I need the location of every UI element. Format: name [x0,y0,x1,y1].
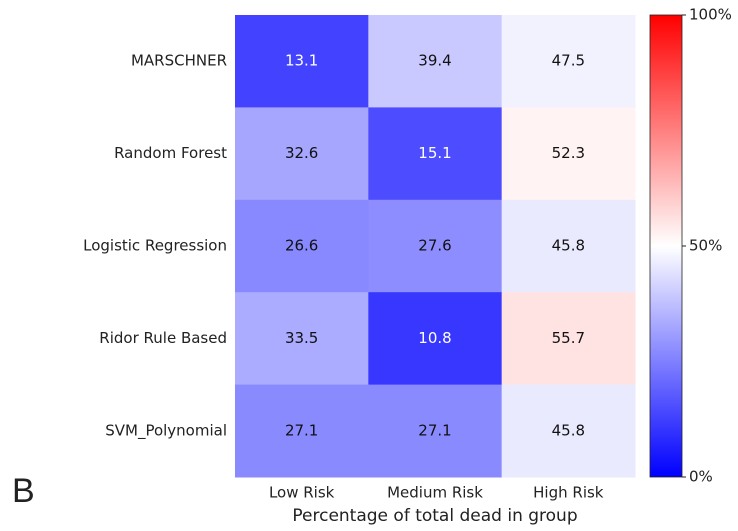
cell [501,292,636,386]
cell-label: 10.8 [418,329,451,347]
x-tick-label: High Risk [533,484,604,502]
cell [501,384,636,478]
x-tick-label: Low Risk [269,484,335,502]
x-tick-label: Medium Risk [387,484,483,502]
cell [235,384,369,478]
cell-label: 27.1 [285,421,318,439]
y-tick-label: Ridor Rule Based [99,329,227,347]
y-tick-label: MARSCHNER [131,52,227,70]
cell-label: 27.6 [418,237,451,255]
cell [235,292,369,386]
cell [235,107,369,201]
colorbar-tick-label: 100% [689,6,732,24]
y-tick-label: Logistic Regression [83,237,227,255]
cell [368,384,503,478]
cell-label: 26.6 [285,237,318,255]
cell [501,107,636,201]
panel-label: B [12,472,35,510]
y-tick-label: Random Forest [114,144,227,162]
cell-label: 39.4 [418,52,451,70]
cell-label: 52.3 [552,144,585,162]
cell-label: 32.6 [285,144,318,162]
cell [368,15,503,108]
cell-label: 47.5 [552,52,585,70]
cell-label: 45.8 [552,237,585,255]
cell-label: 15.1 [418,144,451,162]
cell [501,15,636,108]
cell-label: 27.1 [418,421,451,439]
cell-label: 45.8 [552,421,585,439]
cell-label: 13.1 [285,52,318,70]
cell-label: 33.5 [285,329,318,347]
colorbar [649,14,683,478]
cell-label: 55.7 [552,329,585,347]
cell [235,199,369,293]
colorbar-tick-label: 0% [689,468,713,486]
cell [368,107,503,201]
x-axis-title: Percentage of total dead in group [292,506,577,526]
y-tick-label: SVM_Polynomial [105,421,227,440]
cell [368,292,503,386]
colorbar-tick-label: 50% [689,237,722,255]
cell [368,199,503,293]
cell [501,199,636,293]
cell [235,15,369,108]
